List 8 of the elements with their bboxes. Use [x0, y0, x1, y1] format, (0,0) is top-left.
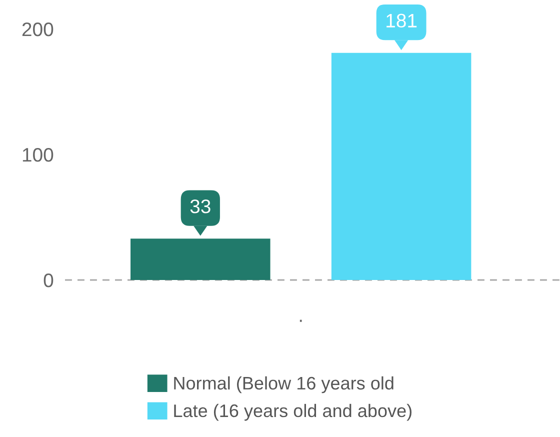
- legend-label: Normal (Below 16 years old: [174, 376, 394, 394]
- y-tick-label: 100: [22, 148, 54, 162]
- data-label: 181: [386, 14, 417, 28]
- data-label: 33: [190, 199, 210, 214]
- y-tick-label: 0: [44, 273, 54, 288]
- y-tick-label: 200: [22, 22, 54, 36]
- x-tick-label: .: [300, 320, 302, 322]
- legend-label: Late (16 years old and above): [174, 404, 412, 421]
